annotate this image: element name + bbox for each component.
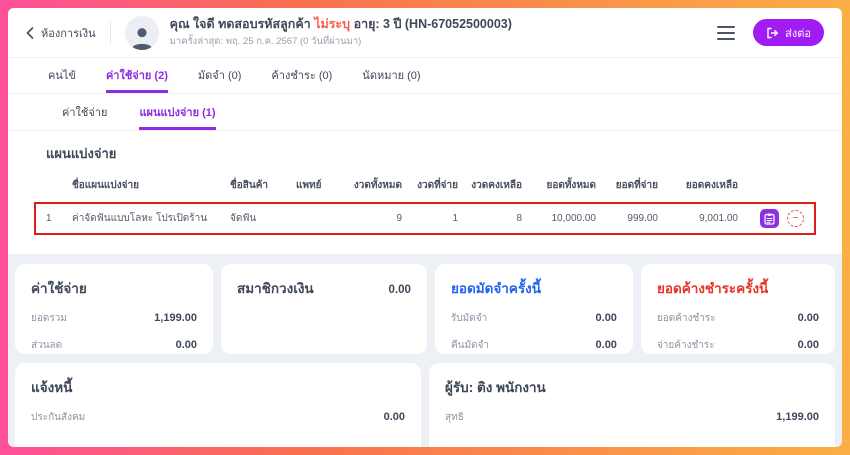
value: 1,199.00 bbox=[154, 312, 197, 324]
col-installments-remaining: งวดคงเหลือ bbox=[471, 180, 522, 191]
patient-age-hn: อายุ: 3 ปี (HN-67052500003) bbox=[353, 17, 512, 32]
section-title: แผนแบ่งจ่าย bbox=[46, 146, 117, 161]
col-plan-name: ชื่อแผนแบ่งจ่าย bbox=[72, 180, 139, 191]
col-installments-total: งวดทั้งหมด bbox=[353, 180, 402, 191]
forward-icon bbox=[766, 27, 779, 39]
net-total-row: สุทธิ 1,199.00 bbox=[445, 410, 819, 425]
main-tabs: คนไข้ ค่าใช้จ่าย (2) มัดจำ (0) ค้างชำระ … bbox=[8, 58, 842, 94]
action-cards-row: แจ้งหนี้ ประกันสังคม 0.00 ใบแจ้งหนี้ ผู้… bbox=[15, 363, 835, 447]
subtab-installment-plan[interactable]: แผนแบ่งจ่าย (1) bbox=[139, 94, 216, 130]
patient-info: คุณ ใจดี ทดสอบรหัสลูกค้า ไม่ระบุ อายุ: 3… bbox=[170, 17, 512, 48]
remove-icon[interactable]: − bbox=[787, 210, 804, 227]
row-installments-remaining: 8 bbox=[516, 213, 522, 224]
outstanding-card-title: ยอดค้างชำระครั้งนี้ bbox=[656, 281, 769, 296]
value: 0.00 bbox=[383, 411, 405, 423]
row-index: 1 bbox=[46, 213, 52, 224]
tab-patient[interactable]: คนไข้ bbox=[48, 70, 76, 82]
tab-deposit[interactable]: มัดจำ (0) bbox=[197, 70, 242, 82]
row-amount-remaining: 9,001.00 bbox=[699, 213, 738, 224]
label: รับมัดจำ bbox=[450, 313, 488, 324]
row-amount-paid: 999.00 bbox=[627, 213, 658, 224]
summary-section: ค่าใช้จ่าย ยอดรวม 1,199.00 ส่วนลด 0.00 ส… bbox=[8, 254, 842, 447]
col-amount-total: ยอดทั้งหมด bbox=[546, 180, 596, 191]
col-amount-paid: ยอดที่จ่าย bbox=[615, 180, 658, 191]
value: 0.00 bbox=[797, 312, 819, 324]
member-credit-row: สมาชิกวงเงิน 0.00 bbox=[237, 277, 411, 299]
outstanding-pay-row: จ่ายค้างชำระ 0.00 bbox=[657, 338, 819, 353]
row-installments-paid: 1 bbox=[452, 213, 458, 224]
label: คืนมัดจำ bbox=[450, 340, 490, 351]
row-amount-total: 10,000.00 bbox=[551, 213, 597, 224]
row-installments-total: 9 bbox=[396, 213, 402, 224]
col-doctor: แพทย์ bbox=[296, 180, 322, 191]
patient-name-warning: ไม่ระบุ bbox=[314, 17, 351, 32]
member-credit-card: สมาชิกวงเงิน 0.00 bbox=[221, 264, 427, 354]
back-button[interactable]: ห้องการเงิน bbox=[26, 24, 96, 42]
patient-header: ห้องการเงิน คุณ ใจดี ทดสอบรหัสลูกค้า ไม่… bbox=[8, 8, 842, 58]
forward-label: ส่งต่อ bbox=[785, 27, 811, 40]
menu-icon[interactable] bbox=[717, 25, 736, 40]
invoice-card: แจ้งหนี้ ประกันสังคม 0.00 ใบแจ้งหนี้ bbox=[15, 363, 421, 447]
value: 0.00 bbox=[797, 339, 819, 351]
subtab-expenses[interactable]: ค่าใช้จ่าย bbox=[62, 106, 108, 119]
label: จ่ายค้างชำระ bbox=[656, 340, 715, 351]
patient-name-text: คุณ ใจดี ทดสอบรหัสลูกค้า bbox=[169, 17, 311, 32]
row-product: จัดฟัน bbox=[230, 213, 257, 224]
col-product: ชื่อสินค้า bbox=[230, 180, 269, 191]
invoice-card-title: แจ้งหนี้ bbox=[31, 380, 73, 395]
outstanding-amount-row: ยอดค้างชำระ 0.00 bbox=[657, 311, 819, 326]
value: 0.00 bbox=[595, 312, 617, 324]
tab-outstanding[interactable]: ค้างชำระ (0) bbox=[271, 70, 333, 82]
col-amount-remaining: ยอดคงเหลือ bbox=[685, 180, 738, 191]
last-visit: มาครั้งล่าสุด: พฤ. 25 ก.ค. 2567 (0 วันที… bbox=[169, 35, 362, 47]
value: 0.00 bbox=[175, 339, 197, 351]
tab-expenses[interactable]: ค่าใช้จ่าย (2) bbox=[105, 58, 168, 93]
forward-button[interactable]: ส่งต่อ bbox=[753, 19, 824, 46]
value: 1,199.00 bbox=[776, 411, 819, 423]
patient-name: คุณ ใจดี ทดสอบรหัสลูกค้า ไม่ระบุ อายุ: 3… bbox=[170, 17, 512, 33]
value: 0.00 bbox=[595, 339, 617, 351]
outstanding-card: ยอดค้างชำระครั้งนี้ ยอดค้างชำระ 0.00 จ่า… bbox=[640, 264, 835, 354]
summary-cards-row: ค่าใช้จ่าย ยอดรวม 1,199.00 ส่วนลด 0.00 ส… bbox=[15, 264, 835, 354]
expense-discount-row: ส่วนลด 0.00 bbox=[31, 338, 197, 353]
expense-card: ค่าใช้จ่าย ยอดรวม 1,199.00 ส่วนลด 0.00 bbox=[15, 264, 213, 354]
label: ยอดค้างชำระ bbox=[656, 313, 716, 324]
receive-card: ผู้รับ: ติง พนักงาน สุทธิ 1,199.00 รับเง… bbox=[429, 363, 835, 447]
deposit-card: ยอดมัดจำครั้งนี้ รับมัดจำ 0.00 คืนมัดจำ … bbox=[434, 264, 633, 354]
highlighted-row-box: 1 ค่าจัดฟันแบบโลหะ โปรเปิดร้าน จัดฟัน 9 … bbox=[34, 202, 816, 235]
receiver-title: ผู้รับ: ติง พนักงาน bbox=[445, 380, 546, 395]
row-plan-name: ค่าจัดฟันแบบโลหะ โปรเปิดร้าน bbox=[72, 213, 208, 224]
label: ส่วนลด bbox=[31, 340, 63, 351]
expense-total-row: ยอดรวม 1,199.00 bbox=[31, 311, 197, 326]
person-icon bbox=[130, 27, 153, 50]
member-credit-title: สมาชิกวงเงิน bbox=[237, 281, 314, 296]
sub-tabs: ค่าใช้จ่าย แผนแบ่งจ่าย (1) bbox=[8, 94, 842, 131]
clipboard-icon[interactable] bbox=[760, 209, 779, 228]
installment-plan-section: แผนแบ่งจ่าย ชื่อแผนแบ่งจ่าย ชื่อสินค้า แ… bbox=[8, 131, 842, 254]
label: ยอดรวม bbox=[31, 313, 67, 324]
deposit-receive-row: รับมัดจำ 0.00 bbox=[451, 311, 617, 326]
header-divider bbox=[109, 20, 111, 45]
tab-appointments[interactable]: นัดหมาย (0) bbox=[362, 70, 421, 82]
deposit-return-row: คืนมัดจำ 0.00 bbox=[451, 338, 617, 353]
chevron-left-icon bbox=[26, 26, 34, 39]
col-installments-paid: งวดที่จ่าย bbox=[417, 180, 458, 191]
social-security-row: ประกันสังคม 0.00 bbox=[31, 410, 405, 425]
table-row[interactable]: 1 ค่าจัดฟันแบบโลหะ โปรเปิดร้าน จัดฟัน 9 … bbox=[46, 204, 804, 233]
main-panel: ห้องการเงิน คุณ ใจดี ทดสอบรหัสลูกค้า ไม่… bbox=[8, 8, 842, 447]
label: สุทธิ bbox=[445, 412, 464, 423]
expense-card-title: ค่าใช้จ่าย bbox=[31, 281, 87, 296]
avatar bbox=[124, 15, 159, 50]
deposit-card-title: ยอดมัดจำครั้งนี้ bbox=[450, 281, 541, 296]
member-credit-value: 0.00 bbox=[388, 284, 411, 296]
plan-table-header: ชื่อแผนแบ่งจ่าย ชื่อสินค้า แพทย์ งวดทั้ง… bbox=[46, 174, 804, 202]
back-label: ห้องการเงิน bbox=[41, 27, 96, 40]
row-actions: − bbox=[738, 209, 804, 228]
label: ประกันสังคม bbox=[31, 412, 86, 423]
header-actions: ส่งต่อ bbox=[717, 19, 824, 46]
